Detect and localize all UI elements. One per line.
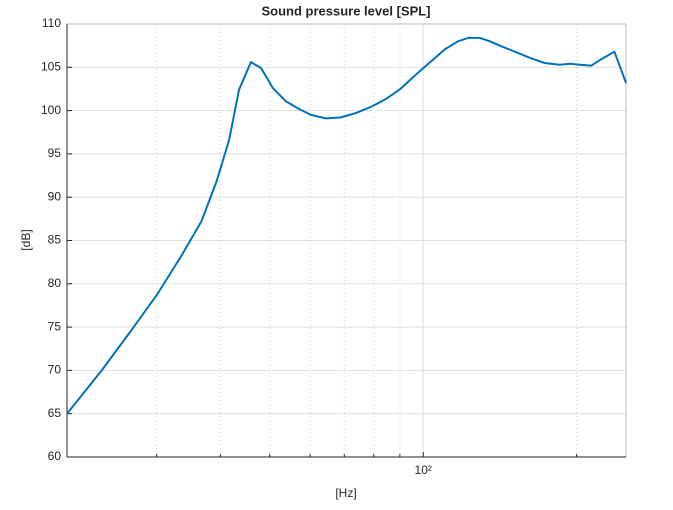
y-axis-label: [dB]: [19, 229, 33, 250]
y-tick-label: 65: [48, 406, 62, 420]
y-tick-label: 70: [48, 363, 62, 377]
x-tick-label: 10²: [415, 463, 432, 477]
y-tick-label: 85: [48, 233, 62, 247]
y-tick-label: 75: [48, 319, 62, 333]
y-tick-label: 110: [42, 16, 61, 30]
y-tick-label: 90: [48, 189, 62, 203]
y-tick-label: 95: [48, 146, 62, 160]
y-tick-label: 80: [48, 276, 62, 290]
series-line: [66, 36, 627, 415]
y-tick-label: 105: [41, 59, 61, 73]
chart-title: Sound pressure level [SPL]: [261, 3, 430, 18]
x-axis-label: [Hz]: [335, 486, 356, 500]
y-tick-label: 100: [41, 103, 61, 117]
y-tick-label: 60: [48, 449, 62, 463]
